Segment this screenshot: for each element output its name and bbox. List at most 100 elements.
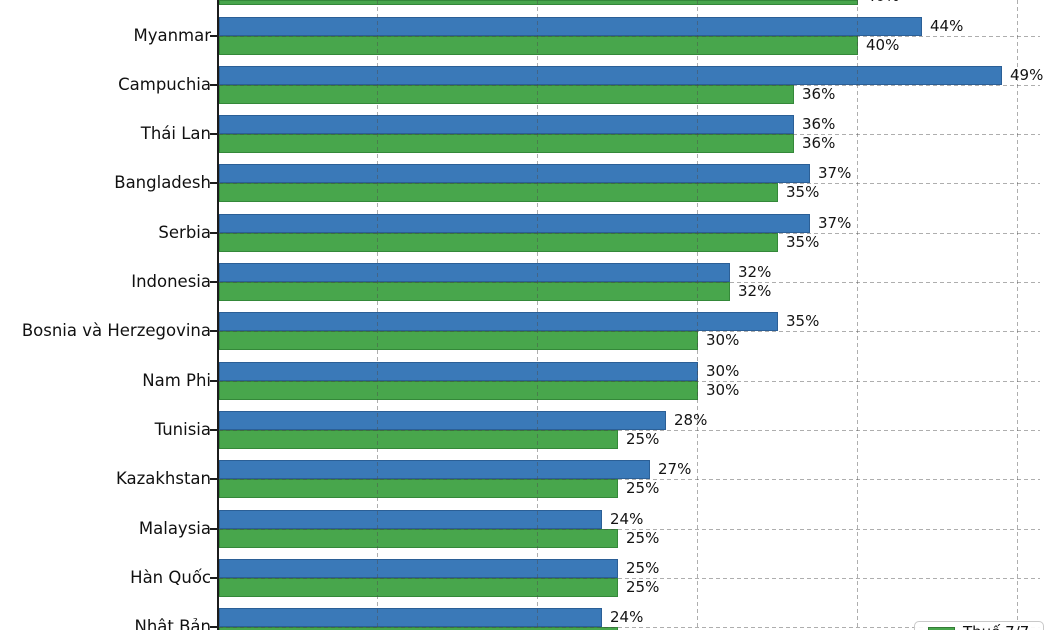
axis-tick	[210, 330, 217, 333]
bar-value-label: 25%	[626, 558, 660, 577]
bar-value-label: 44%	[930, 16, 964, 35]
axis-tick	[210, 182, 217, 185]
category-label: Bosnia và Herzegovina	[21, 321, 211, 341]
axis-tick	[210, 379, 217, 382]
bar-value-label: 27%	[658, 460, 692, 479]
bar-blue	[219, 361, 698, 381]
bar-value-label: 25%	[626, 528, 660, 547]
gridline-h	[219, 282, 1040, 283]
category-label: Nam Phi	[142, 370, 211, 390]
axis-tick	[210, 133, 217, 136]
bar-blue	[219, 213, 810, 233]
category-label: Bangladesh	[114, 173, 211, 193]
bar-blue	[219, 608, 602, 628]
bar-value-label: 25%	[626, 429, 660, 448]
bar-value-label: 24%	[610, 509, 644, 528]
gridline-v	[1017, 0, 1018, 630]
y-axis-line	[217, 0, 219, 630]
bar-value-label: 35%	[786, 232, 820, 251]
axis-tick	[210, 428, 217, 431]
bar-blue	[219, 115, 794, 135]
category-label: Hàn Quốc	[130, 567, 211, 587]
bar-value-label: 25%	[626, 479, 660, 498]
gridline-h	[219, 84, 1040, 86]
gridline-h	[219, 232, 1040, 234]
bar-blue	[219, 263, 730, 282]
bar-green	[219, 35, 858, 55]
bar-value-label: 30%	[706, 380, 740, 399]
bar-green	[219, 429, 618, 449]
axis-tick	[210, 231, 217, 234]
bar-green	[219, 134, 794, 154]
bar-green	[219, 183, 778, 203]
bar-blue	[219, 65, 1002, 85]
bar-value-label: 37%	[818, 213, 852, 232]
bar-green	[219, 232, 778, 252]
bar-value-label: 49%	[1010, 65, 1044, 84]
category-label: Nhật Bản	[134, 617, 211, 630]
bar-value-label: 30%	[706, 361, 740, 380]
gridline-h	[219, 429, 1040, 431]
axis-tick	[210, 478, 217, 481]
bar-blue	[219, 558, 618, 578]
axis-tick	[210, 626, 217, 629]
gridline-v	[537, 0, 538, 630]
bar-value-label: 40%	[866, 35, 900, 54]
category-label: Malaysia	[138, 518, 211, 538]
partial-top-value-fragment: 40%	[866, 0, 910, 4]
bar-value-label: 35%	[786, 183, 820, 202]
gridline-h	[219, 183, 1040, 185]
bar-green	[219, 380, 698, 400]
bar-value-label: 37%	[818, 164, 852, 183]
bar-green	[219, 84, 794, 104]
gridline-h	[219, 528, 1040, 530]
category-label: Indonesia	[131, 272, 211, 291]
bar-green	[219, 577, 618, 597]
partial-top-bar	[219, 0, 858, 6]
bar-value-label: 32%	[738, 263, 772, 281]
bar-value-label: 30%	[706, 331, 740, 350]
category-label: Thái Lan	[140, 124, 211, 144]
bar-value-label: 25%	[626, 627, 659, 630]
bar-blue	[219, 16, 922, 36]
gridline-h	[219, 479, 1040, 481]
bar-blue	[219, 460, 650, 480]
bar-green	[219, 627, 618, 630]
axis-tick	[210, 34, 217, 37]
bar-green	[219, 479, 618, 499]
bar-blue	[219, 509, 602, 529]
category-label: Campuchia	[118, 74, 211, 94]
axis-tick	[210, 281, 217, 283]
gridline-h	[219, 577, 1040, 579]
bar-green	[219, 282, 730, 301]
category-label: Kazakhstan	[115, 469, 211, 489]
category-label: Serbia	[158, 222, 211, 242]
axis-tick	[210, 576, 217, 579]
bar-value-label: 36%	[802, 134, 836, 153]
bar-green	[219, 331, 698, 351]
gridline-v	[697, 0, 698, 630]
bar-value-label: 32%	[738, 282, 772, 300]
gridline-h	[219, 35, 1040, 37]
gridline-h	[219, 627, 1040, 629]
bar-value-label: 36%	[802, 115, 836, 134]
legend-swatch-green	[928, 627, 955, 630]
gridline-v	[857, 0, 858, 630]
bar-green	[219, 528, 618, 548]
gridline-h	[219, 134, 1040, 136]
axis-tick	[210, 527, 217, 530]
axis-tick	[210, 83, 217, 86]
legend: Thuế 7/7	[914, 621, 1044, 630]
bar-value-label: 24%	[610, 608, 644, 627]
gridline-h	[219, 380, 1040, 382]
legend-label: Thuế 7/7	[963, 622, 1029, 630]
bar-value-label: 35%	[786, 312, 820, 331]
bar-blue	[219, 164, 810, 184]
bar-blue	[219, 312, 778, 332]
gridline-v	[377, 0, 378, 630]
category-label: Myanmar	[133, 25, 211, 45]
bar-value-label: 25%	[626, 577, 660, 596]
category-label: Tunisia	[154, 419, 211, 439]
